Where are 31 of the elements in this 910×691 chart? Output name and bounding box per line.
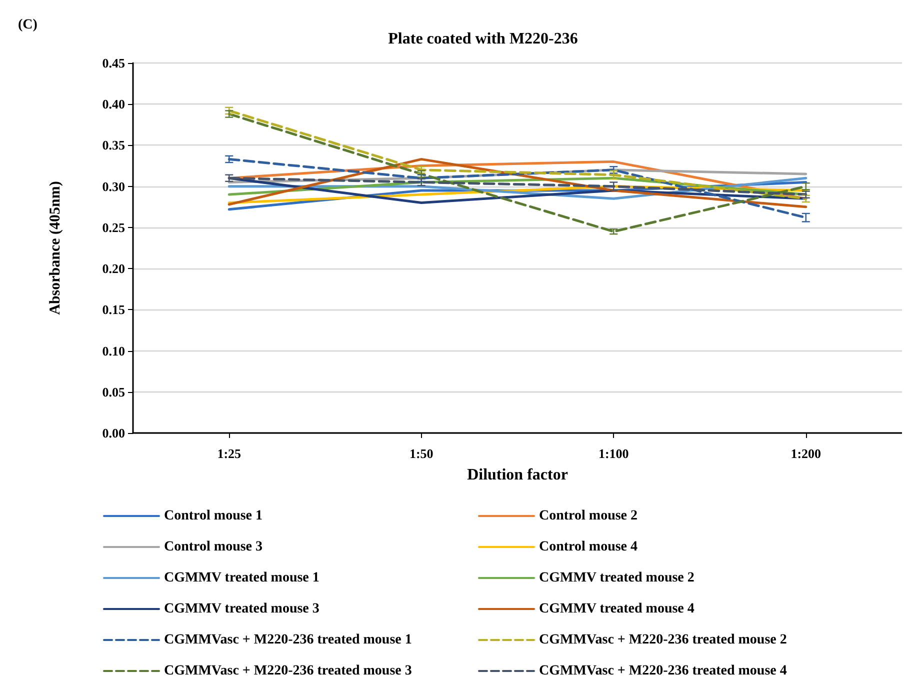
y-tick-label: 0.20 (102, 261, 125, 276)
y-tick-label: 0.45 (102, 56, 126, 70)
y-tick-label: 0.25 (102, 220, 126, 235)
legend-label: CGMMV treated mouse 2 (539, 570, 694, 586)
legend-label: CGMMVasc + M220-236 treated mouse 3 (164, 664, 412, 678)
y-tick-label: 0.05 (102, 384, 126, 400)
x-tick-label: 1:200 (790, 446, 822, 461)
legend-label: Control mouse 3 (164, 540, 263, 554)
legend-label: CGMMVasc + M220-236 treated mouse 2 (539, 632, 787, 648)
y-tick-label: 0.10 (102, 343, 125, 358)
y-tick-label: 0.35 (102, 138, 126, 153)
y-tick-label: 0.30 (102, 178, 125, 194)
legend-label: CGMMVasc + M220-236 treated mouse 4 (539, 664, 787, 678)
line-series (228, 109, 808, 200)
y-tick-label: 0.00 (102, 426, 125, 440)
y-axis-title: Absorbance (405nm) (48, 181, 64, 315)
x-tick-label: 1:100 (598, 446, 629, 461)
legend-label: CGMMVasc + M220-236 treated mouse 1 (164, 632, 412, 648)
legend-label: CGMMV treated mouse 1 (164, 570, 320, 586)
legend-label: CGMMV treated mouse 4 (539, 602, 694, 616)
legend-label: Control mouse 2 (539, 508, 638, 524)
legend-label: Control mouse 1 (164, 508, 263, 524)
legend-label: Control mouse 4 (539, 540, 638, 554)
y-tick-label: 0.15 (102, 302, 126, 318)
x-axis-title: Dilution factor (467, 466, 568, 484)
legend-label: CGMMV treated mouse 3 (164, 602, 320, 616)
x-tick-label: 1:25 (217, 446, 242, 461)
text: (C) (18, 18, 38, 32)
y-tick-label: 0.40 (102, 96, 125, 112)
x-tick-label: 1:50 (409, 446, 434, 461)
chart-title: Plate coated with M220-236 (388, 30, 578, 48)
